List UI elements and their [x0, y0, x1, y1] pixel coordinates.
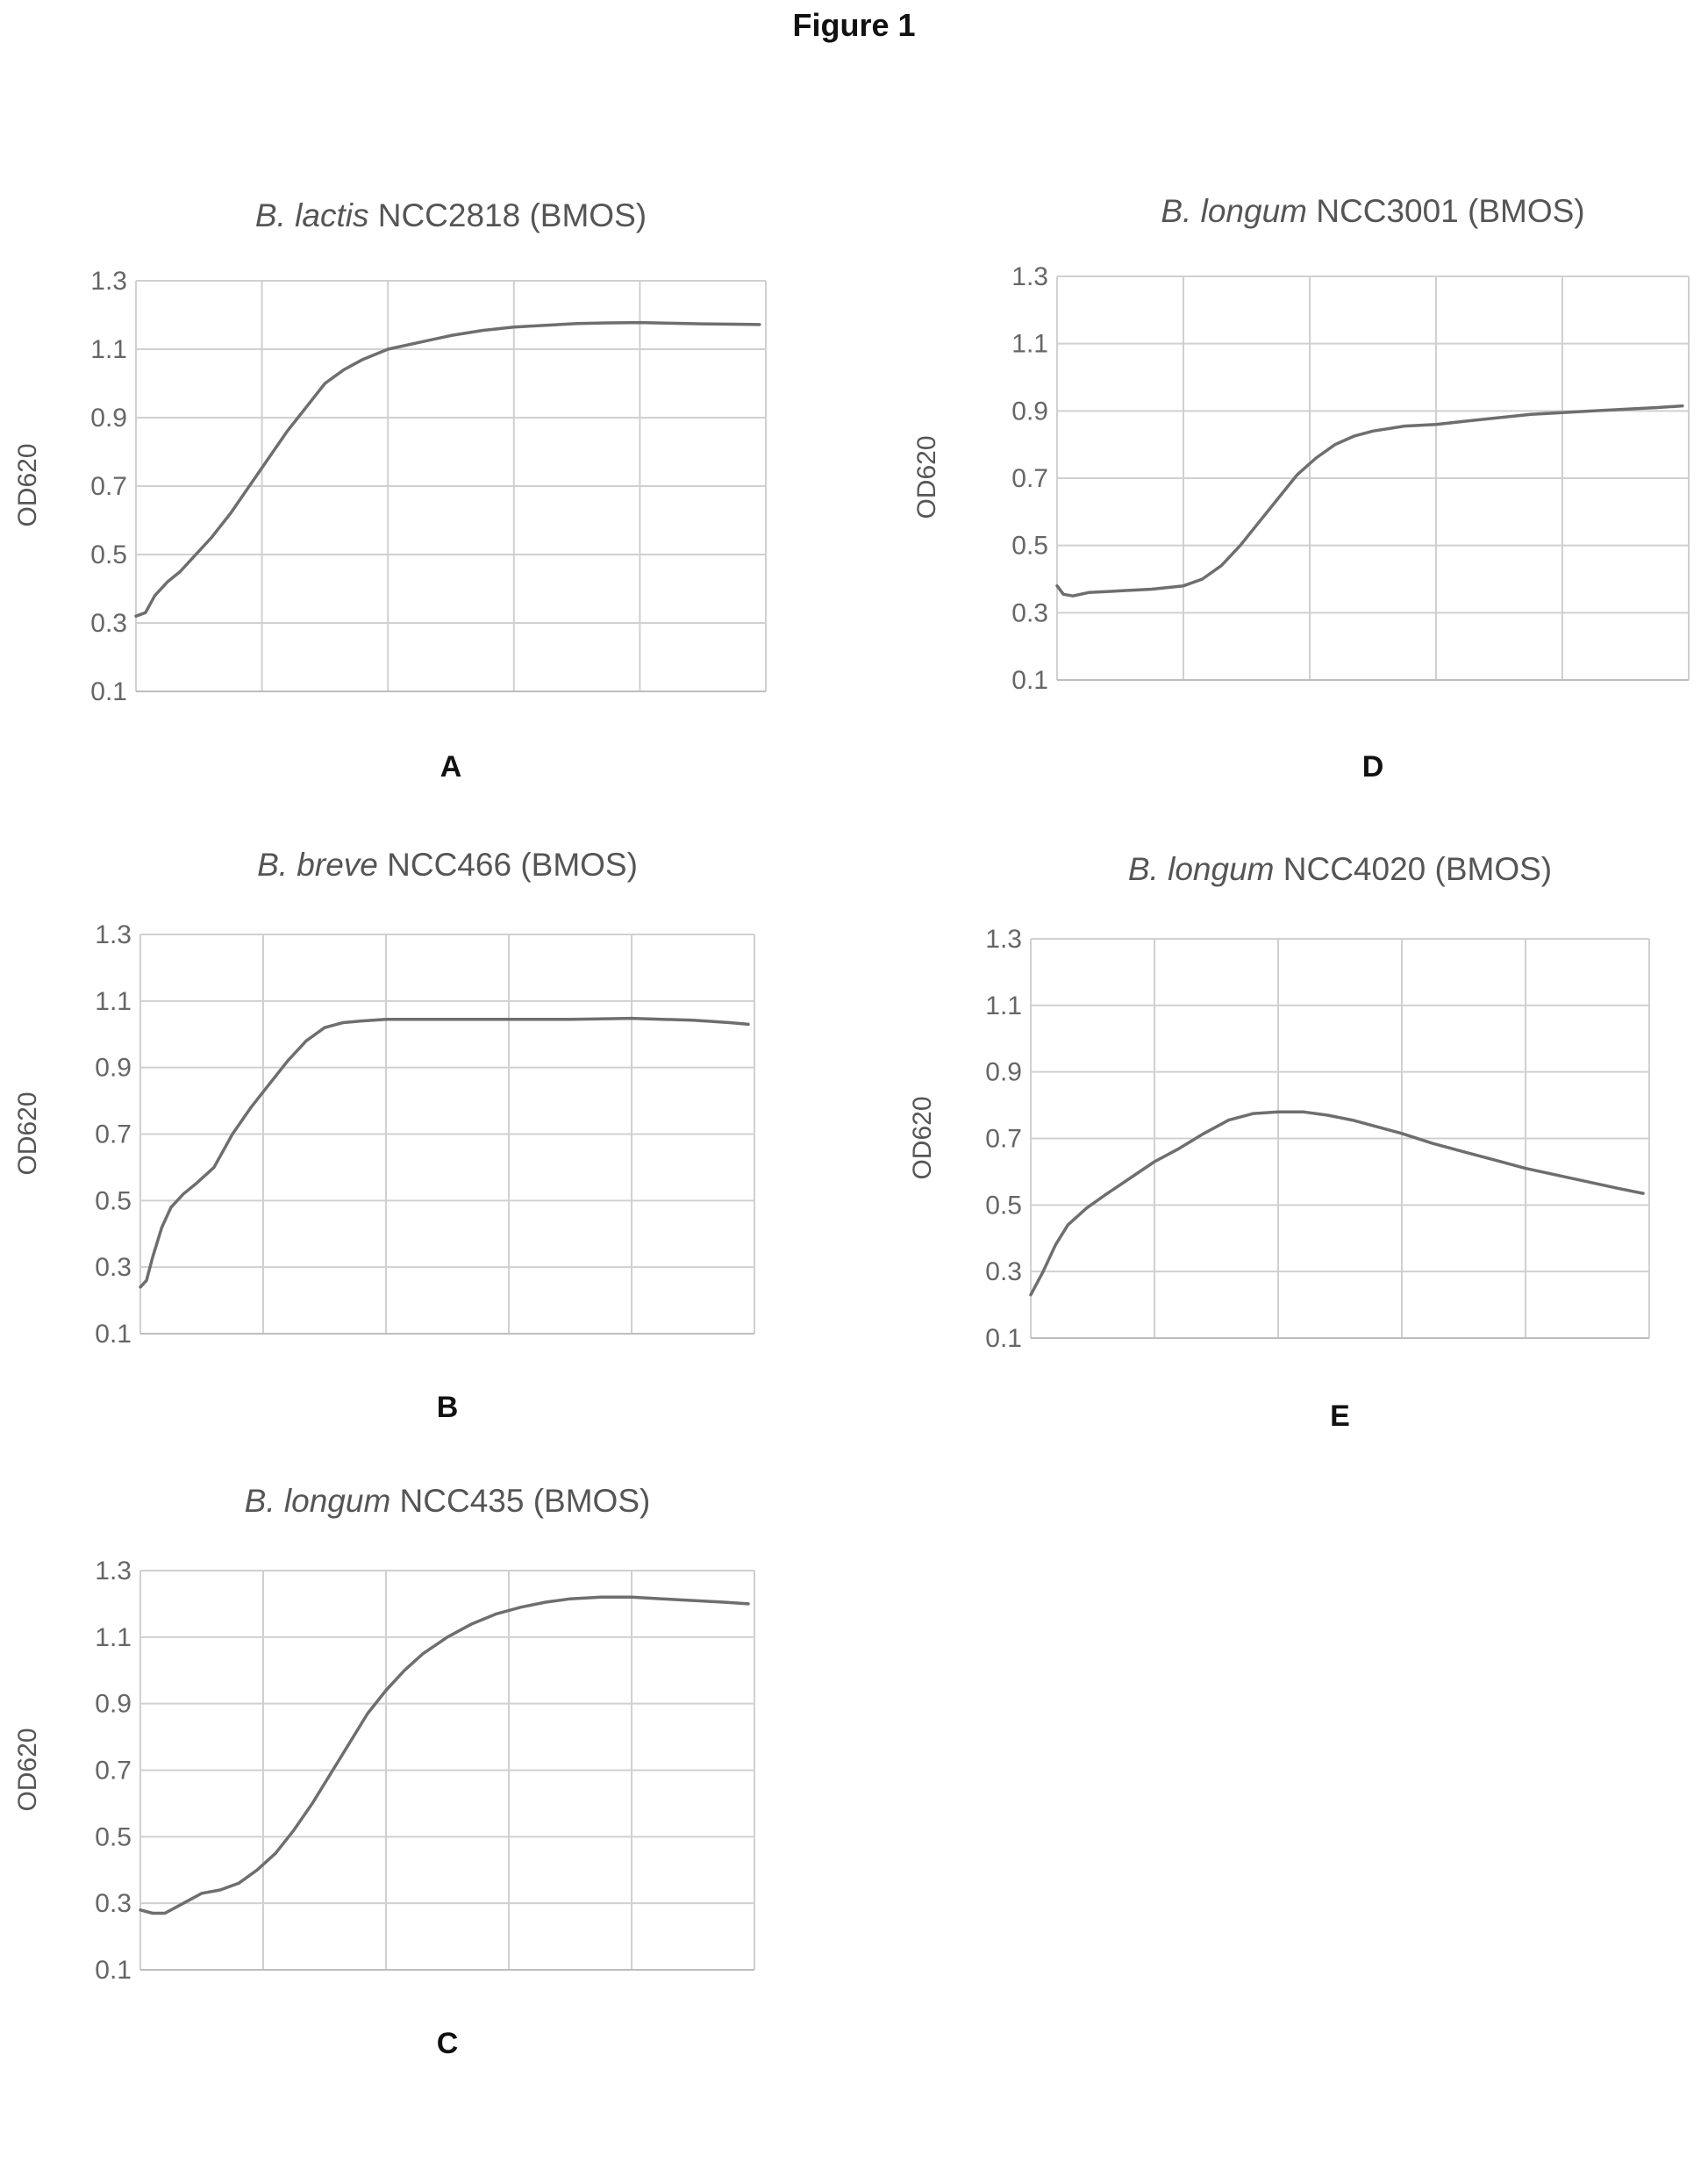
panel-letter: D [996, 750, 1708, 784]
y-tick-label: 0.1 [90, 677, 127, 706]
panel-letter: B [70, 1391, 825, 1425]
y-tick-label: 1.3 [95, 1557, 132, 1585]
chart-title: B. longum NCC3001 (BMOS) [996, 193, 1708, 230]
chart-title-species: B. longum [245, 1483, 391, 1519]
y-tick-label: 0.5 [95, 1186, 132, 1215]
chart-title-strain: NCC466 (BMOS) [378, 847, 638, 883]
chart-title: B. lactis NCC2818 (BMOS) [74, 197, 828, 234]
chart-title-species: B. longum [1128, 851, 1275, 887]
y-axis-label: OD620 [13, 1046, 43, 1221]
y-tick-label: 1.1 [1011, 330, 1048, 359]
y-tick-label: 0.1 [1011, 666, 1048, 695]
y-tick-label: 1.1 [95, 1623, 132, 1652]
y-tick-label: 0.3 [985, 1257, 1022, 1286]
chart-title: B. breve NCC466 (BMOS) [70, 847, 825, 884]
y-tick-label: 1.1 [95, 987, 132, 1016]
y-tick-label: 1.1 [90, 335, 127, 364]
chart-title-species: B. lactis [255, 197, 369, 233]
y-tick-label: 1.3 [95, 920, 132, 949]
y-tick-label: 0.9 [90, 404, 127, 433]
plot-area: 0.10.30.50.70.91.11.3 [70, 1562, 754, 1979]
y-axis-label: OD620 [908, 1050, 938, 1226]
y-tick-label: 0.7 [985, 1125, 1022, 1154]
panel-letter: E [963, 1399, 1708, 1434]
y-tick-label: 0.7 [95, 1757, 132, 1786]
y-tick-label: 0.5 [985, 1191, 1022, 1220]
y-tick-label: 0.3 [1011, 598, 1048, 627]
panel-letter: A [74, 750, 828, 784]
y-tick-label: 0.5 [95, 1822, 132, 1851]
chart-title-species: B. longum [1161, 193, 1307, 229]
plot-area: 0.10.30.50.70.91.11.3 [961, 930, 1649, 1347]
y-tick-label: 0.9 [985, 1058, 1022, 1087]
y-tick-label: 0.1 [95, 1320, 132, 1349]
chart-title-strain: NCC3001 (BMOS) [1307, 193, 1585, 229]
y-tick-label: 0.5 [1011, 532, 1048, 561]
y-tick-label: 0.1 [95, 1956, 132, 1985]
plot-area: 0.10.30.50.70.91.11.3 [70, 926, 754, 1342]
y-axis-label: OD620 [13, 1682, 43, 1857]
y-axis-label: OD620 [13, 397, 43, 573]
y-tick-label: 0.9 [1011, 397, 1048, 426]
series-line [140, 1019, 748, 1287]
y-tick-label: 1.3 [1011, 262, 1048, 291]
y-tick-label: 0.7 [90, 472, 127, 501]
plot-area: 0.10.30.50.70.91.11.3 [987, 268, 1689, 689]
y-axis-label: OD620 [912, 390, 942, 565]
y-tick-label: 0.9 [95, 1690, 132, 1719]
chart-title: B. longum NCC435 (BMOS) [70, 1483, 825, 1520]
y-tick-label: 0.7 [1011, 464, 1048, 493]
series-line [1057, 406, 1683, 597]
y-tick-label: 0.1 [985, 1324, 1022, 1353]
series-line [140, 1597, 748, 1913]
y-tick-label: 1.3 [985, 925, 1022, 954]
plot-area: 0.10.30.50.70.91.11.3 [66, 272, 766, 700]
panel-letter: C [70, 2027, 825, 2061]
chart-title: B. longum NCC4020 (BMOS) [963, 851, 1708, 888]
y-tick-label: 1.1 [985, 991, 1022, 1020]
chart-title-strain: NCC435 (BMOS) [390, 1483, 650, 1519]
y-tick-label: 0.5 [90, 540, 127, 569]
y-tick-label: 0.7 [95, 1120, 132, 1149]
y-tick-label: 0.3 [95, 1889, 132, 1918]
chart-title-species: B. breve [257, 847, 378, 883]
y-tick-label: 0.3 [90, 609, 127, 638]
y-tick-label: 1.3 [90, 267, 127, 296]
y-tick-label: 0.9 [95, 1054, 132, 1083]
chart-title-strain: NCC4020 (BMOS) [1274, 851, 1552, 887]
series-line [136, 323, 760, 617]
y-tick-label: 0.3 [95, 1253, 132, 1282]
figure-title: Figure 1 [0, 7, 1708, 44]
chart-title-strain: NCC2818 (BMOS) [368, 197, 647, 233]
